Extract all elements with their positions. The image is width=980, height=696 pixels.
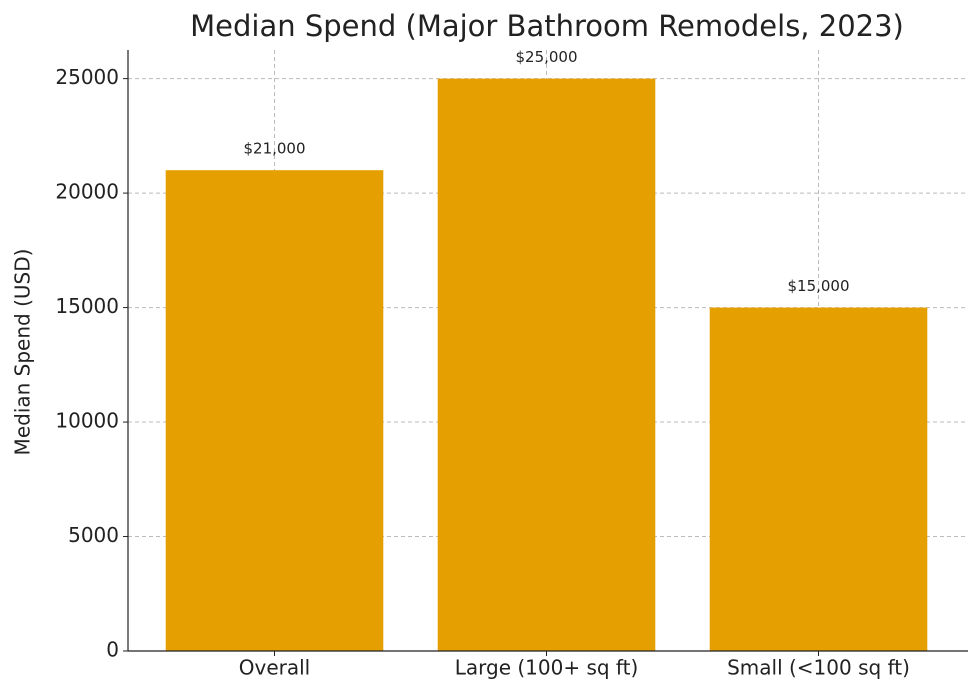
y-tick-label: 15000 — [55, 294, 119, 318]
y-tick-label: 10000 — [55, 409, 119, 433]
y-tick-label: 25000 — [55, 65, 119, 89]
chart-title: Median Spend (Major Bathroom Remodels, 2… — [190, 9, 904, 43]
value-label: $21,000 — [243, 140, 305, 158]
bar — [709, 307, 928, 651]
bar — [165, 170, 384, 651]
y-tick-label: 5000 — [68, 523, 119, 547]
y-axis-label: Median Spend (USD) — [11, 249, 35, 456]
value-label: $15,000 — [787, 277, 849, 295]
y-tick-label: 20000 — [55, 180, 119, 204]
y-tick-label: 0 — [106, 638, 119, 662]
x-tick-label: Large (100+ sq ft) — [455, 656, 639, 680]
x-tick-label: Overall — [239, 656, 310, 680]
x-tick-label: Small (<100 sq ft) — [727, 656, 910, 680]
bar — [437, 78, 656, 652]
value-label: $25,000 — [515, 48, 577, 66]
